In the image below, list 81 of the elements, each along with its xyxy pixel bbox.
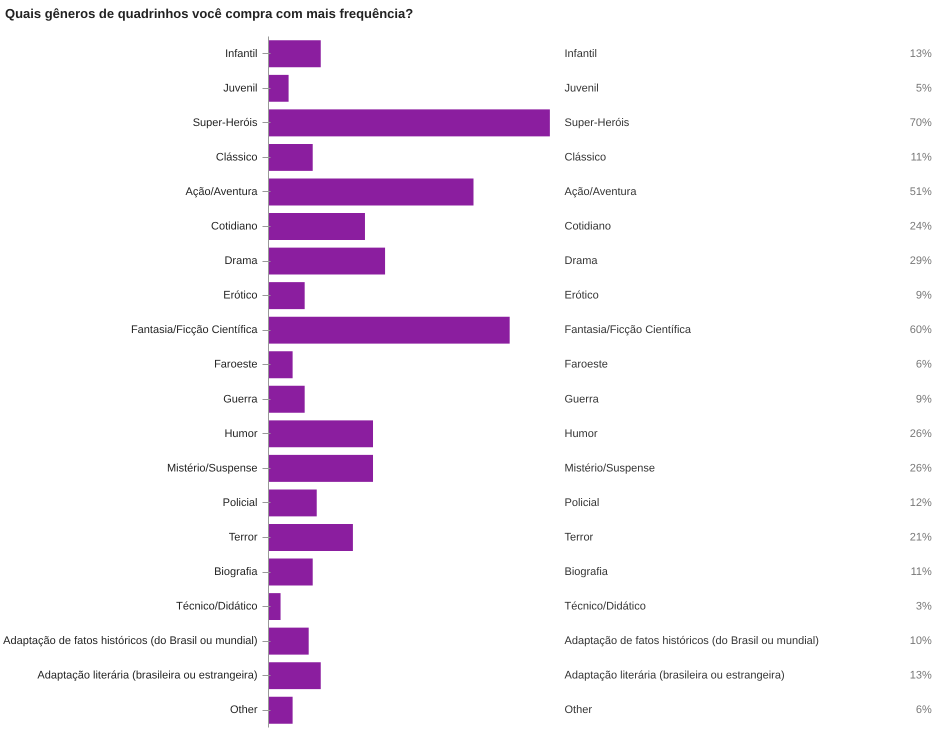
data-label: 9%: [916, 290, 932, 302]
y-tick-label: Erótico: [223, 290, 258, 302]
category-label: Other: [564, 704, 592, 716]
data-label: 26%: [910, 428, 932, 440]
category-label: Clássico: [564, 151, 606, 164]
category-label: Cotidiano: [564, 220, 611, 233]
bar: [268, 316, 510, 344]
data-label: 11%: [910, 151, 932, 164]
bar: [268, 628, 309, 655]
y-tick-label: Juvenil: [223, 82, 258, 94]
bar: [268, 282, 305, 310]
bar: [268, 696, 293, 724]
y-tick-label: Mistério/Suspense: [167, 462, 258, 474]
y-tick-label: Guerra: [223, 393, 258, 406]
category-label: Técnico/Didático: [564, 600, 646, 613]
y-tick-label: Clássico: [216, 151, 258, 164]
data-label: 11%: [910, 566, 932, 578]
y-tick-label: Adaptação literária (brasileira ou estrangeira): [37, 670, 258, 682]
bar: [268, 489, 317, 516]
data-label: 60%: [910, 324, 932, 336]
y-tick-label: Drama: [224, 255, 258, 268]
data-label: 5%: [916, 82, 932, 94]
bar: [268, 593, 281, 620]
category-label: Ação/Aventura: [564, 186, 636, 198]
y-tick-label: Super-Heróis: [192, 116, 258, 129]
category-label: Super-Heróis: [564, 116, 630, 129]
y-tick-label: Cotidiano: [211, 220, 258, 233]
bar: [268, 558, 313, 586]
y-tick-label: Other: [230, 704, 258, 716]
category-label: Fantasia/Ficção Científica: [564, 324, 692, 336]
category-label: Faroeste: [564, 358, 608, 371]
data-label: 51%: [910, 186, 932, 198]
y-tick-label: Humor: [224, 428, 258, 440]
y-tick-label: Infantil: [225, 48, 258, 60]
data-label: 9%: [916, 393, 932, 406]
y-tick-label: Técnico/Didático: [176, 600, 258, 613]
category-label: Adaptação literária (brasileira ou estrangeira): [564, 670, 785, 682]
category-label: Juvenil: [564, 82, 599, 94]
category-label: Biografia: [564, 566, 608, 578]
bar: [268, 524, 353, 551]
bar: [268, 662, 321, 690]
chart-title: Quais gêneros de quadrinhos você compra com mais frequência?: [5, 5, 414, 23]
y-tick-label: Faroeste: [214, 358, 258, 371]
y-tick-label: Fantasia/Ficção Científica: [130, 324, 258, 336]
category-label: Adaptação de fatos históricos (do Brasil ou mundial): [564, 635, 819, 648]
y-tick-label: Biografia: [214, 566, 258, 578]
bar: [268, 454, 374, 482]
category-label: Guerra: [564, 393, 599, 406]
category-label: Infantil: [564, 48, 597, 60]
category-label: Policial: [564, 496, 600, 509]
data-label: 6%: [916, 704, 932, 716]
category-label: Mistério/Suspense: [564, 462, 655, 474]
bar: [268, 248, 386, 275]
bar: [268, 178, 474, 206]
y-tick-label: Policial: [222, 496, 258, 509]
y-tick-label: Adaptação de fatos históricos (do Brasil ou mundial): [3, 635, 258, 648]
bar: [268, 420, 374, 448]
category-label: Drama: [564, 255, 598, 268]
data-label: 29%: [910, 255, 932, 268]
data-label: 70%: [910, 116, 932, 129]
y-tick-label: Ação/Aventura: [186, 186, 258, 198]
data-label: 6%: [916, 358, 932, 371]
bar: [268, 40, 321, 68]
data-label: 13%: [910, 670, 932, 682]
category-label: Erótico: [564, 290, 599, 302]
bar: [268, 74, 289, 102]
data-label: 26%: [910, 462, 932, 474]
bar: [268, 144, 313, 171]
data-label: 10%: [910, 635, 932, 648]
bar: [268, 109, 550, 136]
bar: [268, 351, 293, 378]
data-label: 3%: [916, 600, 932, 613]
data-label: 21%: [910, 531, 932, 544]
data-label: 12%: [910, 496, 932, 509]
bar: [268, 213, 365, 240]
category-label: Terror: [564, 531, 594, 544]
data-label: 13%: [910, 48, 932, 60]
bar: [268, 386, 305, 413]
category-label: Humor: [564, 428, 598, 440]
data-label: 24%: [910, 220, 932, 233]
y-tick-label: Terror: [228, 531, 258, 544]
